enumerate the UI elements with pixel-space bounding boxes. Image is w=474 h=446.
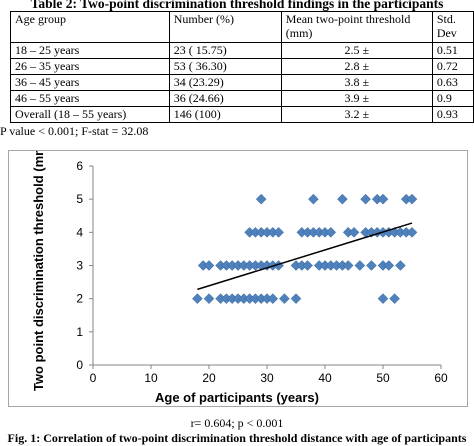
y-tick-label: 6 <box>76 159 83 173</box>
table-cell: 23 ( 15.75) <box>168 42 282 59</box>
data-point <box>360 193 371 205</box>
table-cell: 34 (23.29) <box>168 74 282 91</box>
table-row: 36 – 45 years 34 (23.29) 3.8 ± 0.63 <box>10 74 474 91</box>
table-row: 26 – 35 years 53 ( 36.30) 2.8 ± 0.72 <box>10 58 474 75</box>
data-point <box>377 193 389 205</box>
data-point <box>302 260 313 271</box>
data-point <box>192 293 203 305</box>
correlation-stats: r= 0.604; p < 0.001 <box>190 416 284 430</box>
table-cell: 18 – 25 years <box>10 42 170 59</box>
x-axis-title: Age of participants (years) <box>155 390 319 405</box>
table-header-row: Age group Number (%) Mean two-point thre… <box>10 11 474 43</box>
data-point <box>273 226 284 238</box>
p-value-note: P value < 0.001; F-stat = 32.08 <box>0 124 149 138</box>
header-cell: Std. Dev <box>431 11 474 43</box>
header-cell: Age group <box>10 11 170 43</box>
x-tick-label: 0 <box>90 371 97 385</box>
table-cell: 3.2 ± <box>280 106 433 123</box>
table-row: Overall (18 – 55 years) 146 (100) 3.2 ± … <box>10 106 474 123</box>
table-cell: 26 – 35 years <box>10 58 170 75</box>
data-point <box>308 193 319 205</box>
y-tick-label: 5 <box>76 192 83 206</box>
y-axis-title: Two point discrimination threshold (mm) <box>31 151 46 391</box>
table-cell: 3.8 ± <box>280 74 433 91</box>
x-tick-label: 30 <box>260 371 274 385</box>
figure-caption: Fig. 1: Correlation of two-point discrim… <box>7 431 467 445</box>
data-point <box>279 293 290 305</box>
header-cell: Mean two-point threshold (mm) <box>280 11 433 43</box>
scatter-chart-frame: 0 1 2 3 4 5 6 0 10 20 30 40 50 60 Age of participants … <box>8 140 468 407</box>
y-tick-label: 0 <box>76 358 83 372</box>
table-row: 18 – 25 years 23 ( 15.75) 2.5 ± 0.51 <box>10 42 474 59</box>
x-tick-label: 10 <box>144 371 158 385</box>
data-point <box>255 193 267 205</box>
x-tick-label: 20 <box>202 371 216 385</box>
table-cell: 0.93 <box>431 106 474 123</box>
table-cell: 36 – 45 years <box>10 74 170 91</box>
data-point <box>406 226 418 238</box>
data-point <box>337 193 348 205</box>
data-point <box>389 293 400 305</box>
table-cell: Overall (18 – 55 years) <box>10 106 170 123</box>
threshold-table: Age group Number (%) Mean two-point thre… <box>10 11 474 123</box>
table-row: 46 – 55 years 36 (24.66) 3.9 ± 0.9 <box>10 90 474 107</box>
x-tick-label: 50 <box>376 371 390 385</box>
table-cell: 3.9 ± <box>280 90 433 107</box>
table-cell: 0.72 <box>431 58 474 75</box>
x-tick-label: 60 <box>434 371 448 385</box>
data-point <box>203 260 215 271</box>
trend-line <box>197 222 413 291</box>
table-cell: 0.51 <box>431 42 474 59</box>
table-title: Table 2: Two-point discrimination thresh… <box>30 0 444 11</box>
table-cell: 2.5 ± <box>280 42 433 59</box>
y-tick-label: 3 <box>76 259 83 273</box>
header-cell: Number (%) <box>168 11 282 43</box>
y-tick-label: 4 <box>76 225 83 239</box>
data-point <box>383 260 395 271</box>
table-cell: 46 – 55 years <box>10 90 170 107</box>
data-point <box>203 293 215 305</box>
data-point <box>377 293 389 305</box>
data-point <box>342 260 354 271</box>
table-cell: 0.9 <box>431 90 474 107</box>
data-point <box>406 193 418 205</box>
data-point <box>348 226 360 238</box>
x-tick-label: 40 <box>318 371 332 385</box>
data-point <box>325 226 337 238</box>
table-cell: 0.63 <box>431 74 474 91</box>
y-tick-label: 2 <box>76 292 83 306</box>
table-cell: 2.8 ± <box>280 58 433 75</box>
data-point <box>290 293 302 305</box>
data-point <box>354 260 366 271</box>
y-tick-label: 1 <box>76 325 83 339</box>
data-point <box>366 260 377 271</box>
table-cell: 53 ( 36.30) <box>168 58 282 75</box>
table-cell: 146 (100) <box>168 106 282 123</box>
table-cell: 36 (24.66) <box>168 90 282 107</box>
data-point <box>267 293 279 305</box>
data-point <box>395 260 406 271</box>
